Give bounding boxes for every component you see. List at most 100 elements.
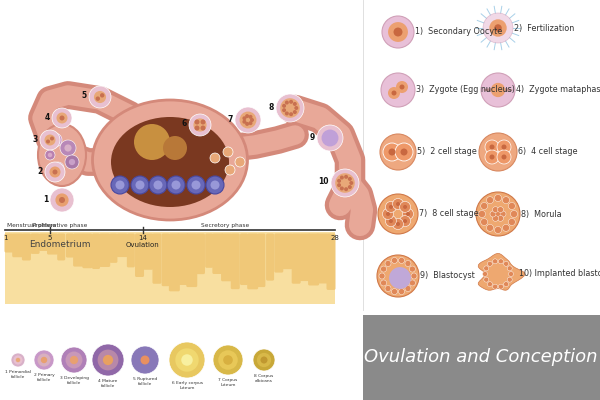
Ellipse shape: [38, 124, 86, 186]
Circle shape: [280, 98, 300, 118]
Circle shape: [503, 224, 509, 231]
Text: 9: 9: [310, 132, 315, 142]
Circle shape: [52, 137, 58, 143]
Circle shape: [194, 126, 199, 130]
FancyBboxPatch shape: [82, 234, 92, 268]
Text: 4: 4: [45, 112, 50, 122]
Circle shape: [46, 140, 50, 144]
Circle shape: [503, 197, 509, 204]
Text: 4 Mature
follicle: 4 Mature follicle: [98, 379, 118, 388]
Text: 5)  2 cell stage: 5) 2 cell stage: [417, 148, 477, 156]
Circle shape: [56, 112, 67, 124]
FancyBboxPatch shape: [169, 234, 180, 291]
Circle shape: [167, 176, 185, 194]
Circle shape: [487, 197, 493, 204]
Circle shape: [172, 180, 181, 190]
Circle shape: [317, 125, 343, 151]
Circle shape: [295, 106, 298, 110]
Circle shape: [493, 259, 497, 264]
Circle shape: [260, 356, 268, 364]
Circle shape: [64, 144, 71, 152]
Text: Ovulation and Conception: Ovulation and Conception: [364, 348, 598, 366]
FancyBboxPatch shape: [240, 234, 248, 285]
Circle shape: [340, 186, 344, 190]
Circle shape: [282, 108, 286, 112]
Circle shape: [11, 353, 25, 367]
Circle shape: [503, 282, 509, 287]
Circle shape: [388, 87, 400, 99]
Circle shape: [181, 354, 193, 366]
Circle shape: [403, 219, 407, 223]
Circle shape: [386, 212, 390, 216]
Circle shape: [95, 96, 100, 101]
Circle shape: [494, 24, 502, 32]
Circle shape: [396, 202, 400, 206]
Text: 6: 6: [182, 120, 187, 128]
Circle shape: [331, 169, 359, 197]
Circle shape: [55, 165, 61, 171]
FancyBboxPatch shape: [5, 234, 14, 252]
Circle shape: [382, 16, 414, 48]
FancyBboxPatch shape: [317, 234, 328, 284]
Circle shape: [210, 153, 220, 163]
Circle shape: [503, 261, 509, 266]
Circle shape: [65, 155, 79, 169]
Circle shape: [481, 202, 488, 210]
Text: 1: 1: [3, 235, 7, 241]
Circle shape: [401, 148, 407, 156]
FancyBboxPatch shape: [99, 234, 110, 267]
Circle shape: [70, 356, 78, 364]
Circle shape: [508, 202, 515, 210]
Circle shape: [389, 267, 411, 289]
Circle shape: [98, 350, 118, 370]
Text: Endometrium: Endometrium: [29, 240, 91, 249]
Circle shape: [200, 120, 205, 124]
Circle shape: [149, 176, 167, 194]
FancyBboxPatch shape: [257, 234, 265, 287]
Circle shape: [235, 157, 245, 167]
Circle shape: [383, 208, 394, 220]
Circle shape: [16, 358, 20, 362]
Circle shape: [403, 208, 413, 220]
Text: 3: 3: [33, 134, 38, 144]
Circle shape: [285, 112, 289, 116]
FancyBboxPatch shape: [178, 234, 188, 285]
Circle shape: [405, 286, 411, 292]
Text: Ovulation: Ovulation: [126, 242, 160, 248]
Circle shape: [245, 114, 249, 118]
Text: Menstrual phase: Menstrual phase: [7, 223, 56, 228]
Circle shape: [223, 147, 233, 157]
FancyBboxPatch shape: [66, 234, 74, 258]
Text: 10: 10: [319, 178, 329, 186]
FancyBboxPatch shape: [282, 234, 293, 269]
Circle shape: [487, 224, 493, 231]
Circle shape: [194, 120, 199, 124]
Circle shape: [40, 130, 60, 150]
Ellipse shape: [92, 100, 248, 220]
Circle shape: [491, 83, 505, 97]
FancyBboxPatch shape: [135, 234, 144, 277]
Circle shape: [400, 202, 410, 212]
Text: 7)  8 cell stage: 7) 8 cell stage: [419, 210, 479, 218]
FancyBboxPatch shape: [221, 234, 232, 281]
Circle shape: [479, 133, 517, 171]
FancyBboxPatch shape: [196, 234, 205, 274]
FancyBboxPatch shape: [5, 232, 335, 304]
Circle shape: [383, 143, 401, 161]
Circle shape: [481, 218, 488, 226]
Circle shape: [59, 116, 65, 120]
Text: 8)  Morula: 8) Morula: [521, 210, 562, 218]
Text: 8 Corpus
albicans: 8 Corpus albicans: [254, 374, 274, 382]
Circle shape: [485, 140, 499, 154]
Circle shape: [502, 154, 506, 160]
FancyBboxPatch shape: [292, 234, 301, 284]
FancyBboxPatch shape: [231, 234, 240, 289]
Circle shape: [377, 255, 419, 297]
FancyBboxPatch shape: [31, 234, 40, 254]
Circle shape: [479, 210, 485, 218]
Circle shape: [242, 116, 247, 120]
Circle shape: [497, 150, 511, 164]
Circle shape: [385, 202, 397, 212]
Circle shape: [490, 211, 496, 217]
Circle shape: [193, 118, 206, 132]
